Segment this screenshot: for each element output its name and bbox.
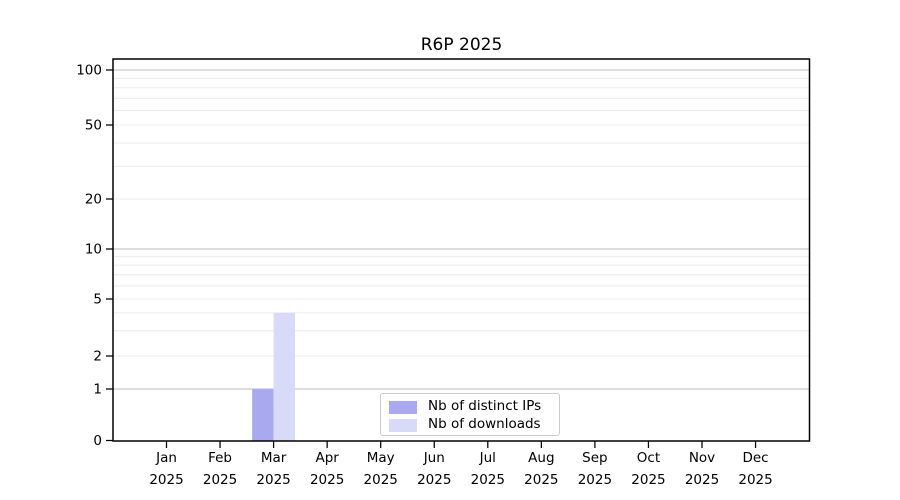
x-tick-label-year: 2025 <box>471 472 505 488</box>
x-tick-label-month: Mar <box>261 450 287 466</box>
x-tick-label-month: May <box>367 450 395 466</box>
x-tick-label-year: 2025 <box>685 472 719 488</box>
legend-item-downloads: Nb of downloads <box>389 417 559 433</box>
x-tick-label-month: Apr <box>315 450 339 466</box>
x-tick-label-month: Jun <box>423 450 445 466</box>
x-tick-label-year: 2025 <box>364 472 398 488</box>
y-tick-label: 2 <box>93 349 102 365</box>
x-tick-label-month: Dec <box>742 450 768 466</box>
chart-title: R6P 2025 <box>420 35 503 55</box>
legend-swatch-downloads-icon <box>389 418 417 432</box>
x-tick-label-year: 2025 <box>631 472 665 488</box>
y-tick-label: 100 <box>76 63 102 79</box>
x-tick-label-month: Jan <box>155 450 177 466</box>
y-tick-label: 50 <box>85 118 102 134</box>
bar <box>273 312 295 441</box>
legend: Nb of distinct IPs Nb of downloads <box>380 393 560 436</box>
bar <box>252 389 274 441</box>
x-tick-label-month: Oct <box>637 450 660 466</box>
legend-label-distinct-ips: Nb of distinct IPs <box>428 398 542 415</box>
x-tick-label-year: 2025 <box>417 472 451 488</box>
x-tick-label-month: Jul <box>479 450 496 466</box>
plot-border <box>112 58 811 442</box>
x-tick-label-year: 2025 <box>149 472 183 488</box>
y-tick-label: 0 <box>93 433 102 449</box>
x-tick-label-month: Sep <box>582 450 607 466</box>
y-tick-label: 5 <box>93 292 102 308</box>
x-tick-label-month: Aug <box>528 450 554 466</box>
y-tick-label: 20 <box>85 192 102 208</box>
legend-label-downloads: Nb of downloads <box>428 416 541 433</box>
x-tick-label-month: Nov <box>689 450 715 466</box>
x-tick-label-year: 2025 <box>310 472 344 488</box>
x-tick-label-month: Feb <box>208 450 232 466</box>
x-tick-label-year: 2025 <box>203 472 237 488</box>
legend-item-distinct-ips: Nb of distinct IPs <box>389 399 559 415</box>
x-tick-label-year: 2025 <box>578 472 612 488</box>
x-tick-label-year: 2025 <box>256 472 290 488</box>
x-tick-label-year: 2025 <box>524 472 558 488</box>
y-tick-label: 1 <box>93 382 102 398</box>
legend-swatch-distinct-ips-icon <box>389 400 417 414</box>
x-tick-label-year: 2025 <box>738 472 772 488</box>
y-tick-label: 10 <box>85 242 102 258</box>
